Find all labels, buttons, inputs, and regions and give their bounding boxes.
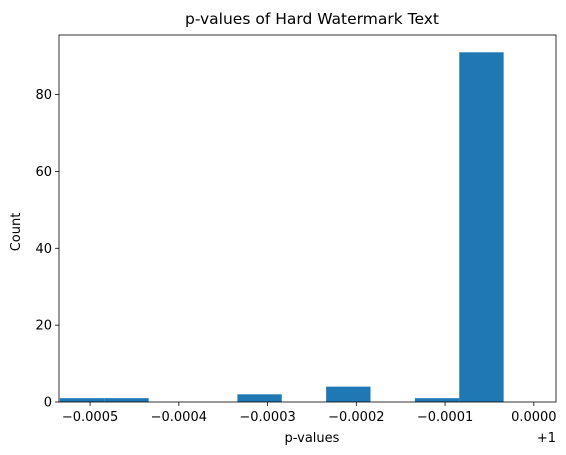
x-tick-label-5: 0.0000 [511,410,557,425]
histogram-bar-4 [237,394,282,402]
x-axis-label: p-values [285,431,340,446]
histogram-bar-6 [326,386,371,402]
x-tick-label-1: −0.0004 [151,410,207,425]
y-axis-ticks: 0 20 40 60 80 [35,88,59,411]
bars-group [59,52,504,403]
histogram-bar-0 [59,398,105,402]
histogram-bar-9 [459,52,504,403]
y-axis-label: Count [9,213,24,252]
y-tick-label-1: 20 [35,319,52,334]
x-axis-offset-label: +1 [537,431,556,446]
histogram-bar-1 [104,398,149,402]
y-tick-label-2: 40 [35,242,52,257]
x-tick-label-0: −0.0005 [62,410,118,425]
plot-frame [58,34,557,403]
x-tick-label-4: −0.0001 [417,410,473,425]
y-tick-label-3: 60 [35,165,52,180]
x-tick-label-3: −0.0002 [328,410,384,425]
x-tick-label-2: −0.0003 [239,410,295,425]
histogram-bar-8 [414,398,460,402]
chart-title: p-values of Hard Watermark Text [185,10,439,28]
y-tick-label-4: 80 [35,88,52,103]
x-axis-ticks: −0.0005 −0.0004 −0.0003 −0.0002 −0.0001 0.000… [62,402,557,425]
y-tick-label-0: 0 [44,396,52,411]
